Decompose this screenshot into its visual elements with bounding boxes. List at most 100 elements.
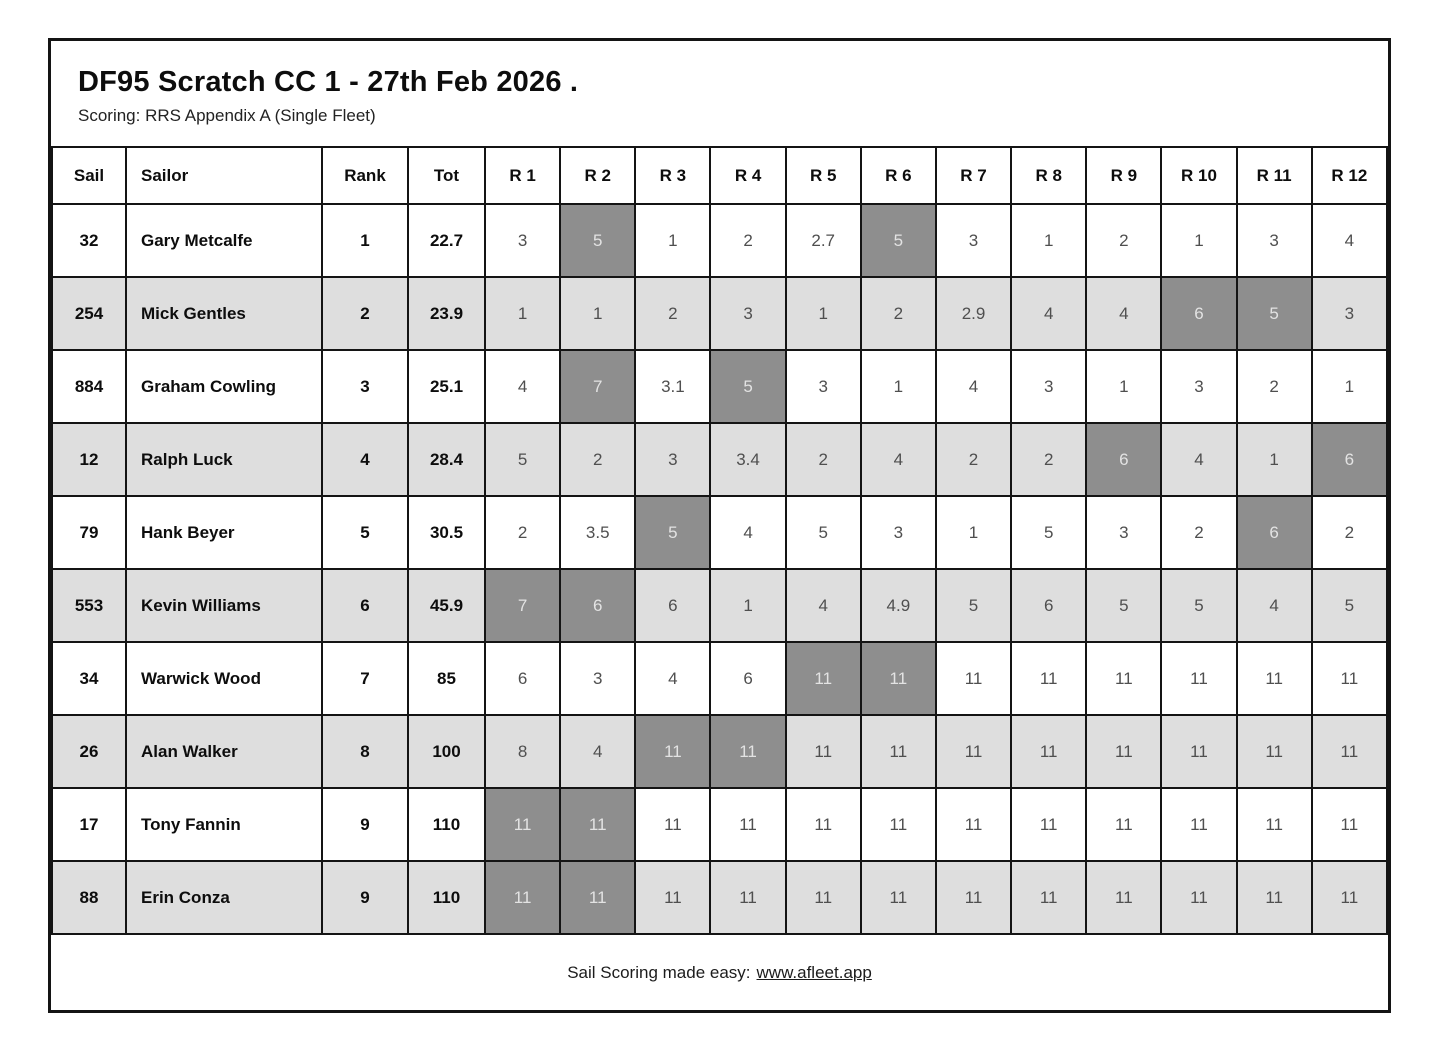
- total-value: 110: [407, 860, 486, 935]
- column-header-r12: R 12: [1310, 146, 1389, 205]
- sailor-name: Tony Fannin: [125, 787, 323, 862]
- race-score: 11: [1010, 641, 1088, 716]
- race-score: 1: [483, 276, 562, 351]
- sailor-name: Ralph Luck: [125, 422, 323, 497]
- column-header-r2: R 2: [559, 146, 637, 205]
- race-score-discarded: 11: [559, 860, 637, 935]
- race-score: 4: [859, 422, 937, 497]
- race-score-discarded: 11: [859, 641, 937, 716]
- sailor-name: Mick Gentles: [125, 276, 323, 351]
- column-header-r5: R 5: [784, 146, 862, 205]
- race-score: 5: [1160, 568, 1238, 643]
- race-score: 5: [934, 568, 1013, 643]
- race-score: 2: [483, 495, 562, 570]
- sail-number: 88: [51, 860, 127, 935]
- race-score: 2: [859, 276, 937, 351]
- afleet-link[interactable]: www.afleet.app: [756, 962, 872, 982]
- sailor-name: Graham Cowling: [125, 349, 323, 424]
- race-score-discarded: 5: [859, 203, 937, 278]
- race-score: 5: [483, 422, 562, 497]
- column-header-rank: Rank: [321, 146, 409, 205]
- race-score: 3.4: [709, 422, 787, 497]
- race-score: 11: [634, 860, 712, 935]
- sail-number: 884: [51, 349, 127, 424]
- race-score: 2: [1010, 422, 1088, 497]
- race-score: 6: [483, 641, 562, 716]
- total-value: 110: [407, 787, 486, 862]
- column-header-r1: R 1: [483, 146, 562, 205]
- race-score: 3.1: [634, 349, 712, 424]
- race-score: 11: [1010, 714, 1088, 789]
- race-score: 4.9: [859, 568, 937, 643]
- race-score: 3: [1310, 276, 1389, 351]
- table-row: 254 Mick Gentles 2 23.9 1 1 2 3 1 2 2.9 4 4 6 5 3: [51, 276, 1389, 351]
- results-sheet: DF95 Scratch CC 1 - 27th Feb 2026 . Scor…: [48, 38, 1391, 1013]
- rank-value: 9: [321, 787, 409, 862]
- race-score: 2: [634, 276, 712, 351]
- footer: Sail Scoring made easy: www.afleet.app: [51, 935, 1388, 1010]
- race-score: 5: [1085, 568, 1163, 643]
- race-score: 4: [1085, 276, 1163, 351]
- column-header-r10: R 10: [1160, 146, 1238, 205]
- race-score-discarded: 6: [1310, 422, 1389, 497]
- sail-number: 553: [51, 568, 127, 643]
- race-score-discarded: 6: [1235, 495, 1313, 570]
- race-score: 11: [1085, 714, 1163, 789]
- race-score: 6: [1010, 568, 1088, 643]
- race-score: 3: [483, 203, 562, 278]
- table-row: 34 Warwick Wood 7 85 6 3 4 6 11 11 11 11 11 11 11 11: [51, 641, 1389, 716]
- race-score: 11: [1310, 641, 1389, 716]
- rank-value: 7: [321, 641, 409, 716]
- race-score: 1: [1235, 422, 1313, 497]
- race-score: 2: [934, 422, 1013, 497]
- column-header-sail: Sail: [51, 146, 127, 205]
- race-score: 11: [1235, 641, 1313, 716]
- race-score: 4: [709, 495, 787, 570]
- race-score: 3: [634, 422, 712, 497]
- total-value: 28.4: [407, 422, 486, 497]
- race-score: 11: [1160, 641, 1238, 716]
- race-score: 5: [1310, 568, 1389, 643]
- total-value: 25.1: [407, 349, 486, 424]
- sail-number: 32: [51, 203, 127, 278]
- race-score: 2: [1085, 203, 1163, 278]
- race-score: 11: [1085, 787, 1163, 862]
- race-score-discarded: 5: [1235, 276, 1313, 351]
- sail-number: 26: [51, 714, 127, 789]
- race-score: 1: [1085, 349, 1163, 424]
- race-score-discarded: 6: [559, 568, 637, 643]
- race-score: 11: [1085, 641, 1163, 716]
- column-header-tot: Tot: [407, 146, 486, 205]
- race-score-discarded: 6: [1160, 276, 1238, 351]
- rank-value: 4: [321, 422, 409, 497]
- sail-number: 34: [51, 641, 127, 716]
- sail-number: 79: [51, 495, 127, 570]
- race-score: 3: [1010, 349, 1088, 424]
- total-value: 45.9: [407, 568, 486, 643]
- sail-number: 17: [51, 787, 127, 862]
- race-score: 6: [709, 641, 787, 716]
- race-score-discarded: 5: [634, 495, 712, 570]
- race-score-discarded: 7: [559, 349, 637, 424]
- race-score: 11: [934, 641, 1013, 716]
- race-score-discarded: 5: [709, 349, 787, 424]
- column-header-r7: R 7: [934, 146, 1013, 205]
- race-score: 4: [934, 349, 1013, 424]
- race-score-discarded: 11: [709, 714, 787, 789]
- column-header-r11: R 11: [1235, 146, 1313, 205]
- race-score: 11: [934, 787, 1013, 862]
- race-score: 2: [559, 422, 637, 497]
- race-score: 2: [1235, 349, 1313, 424]
- sail-number: 254: [51, 276, 127, 351]
- page-title: DF95 Scratch CC 1 - 27th Feb 2026 .: [78, 66, 579, 98]
- race-score: 1: [559, 276, 637, 351]
- race-score: 1: [634, 203, 712, 278]
- total-value: 100: [407, 714, 486, 789]
- race-score: 11: [859, 860, 937, 935]
- race-score: 6: [634, 568, 712, 643]
- race-score-discarded: 5: [559, 203, 637, 278]
- race-score: 4: [784, 568, 862, 643]
- race-score: 4: [1235, 568, 1313, 643]
